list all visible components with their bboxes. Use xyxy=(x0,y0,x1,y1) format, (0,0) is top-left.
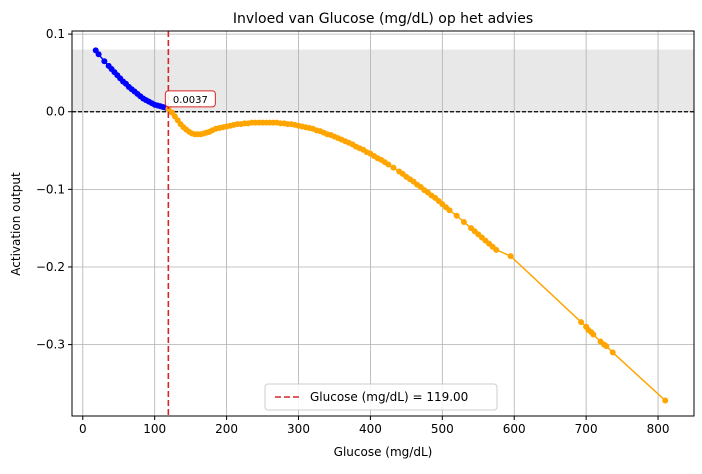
data-point xyxy=(385,161,392,168)
series-line-1 xyxy=(167,108,666,402)
x-tick-label: 500 xyxy=(431,422,454,436)
y-tick-label: −0.3 xyxy=(36,338,65,352)
y-tick-label: 0.1 xyxy=(46,27,65,41)
x-tick-label: 700 xyxy=(575,422,598,436)
data-point xyxy=(662,397,669,404)
data-point xyxy=(590,331,597,338)
data-point xyxy=(95,51,102,58)
y-tick-label: −0.1 xyxy=(36,182,65,196)
data-point xyxy=(460,218,467,225)
x-axis-label: Glucose (mg/dL) xyxy=(334,445,433,459)
data-point xyxy=(101,58,108,65)
value-annotation: 0.0037 xyxy=(164,90,216,108)
data-point xyxy=(453,212,460,219)
annotation-label: 0.0037 xyxy=(173,95,208,106)
chart-title: Invloed van Glucose (mg/dL) op het advie… xyxy=(233,11,533,27)
data-point xyxy=(493,246,500,253)
plot-area: 0.0037 0 100 200 300 400 500 600 700 800 0.1 0.0 −0.… xyxy=(36,27,695,436)
x-tick-label: 200 xyxy=(215,422,238,436)
x-tick-label: 400 xyxy=(359,422,382,436)
data-point xyxy=(609,349,616,356)
data-point xyxy=(390,164,397,171)
x-tick-label: 800 xyxy=(647,422,670,436)
x-tick-label: 0 xyxy=(79,422,87,436)
data-point xyxy=(446,207,453,214)
data-point xyxy=(507,253,514,260)
y-tick-label: 0.0 xyxy=(46,105,65,119)
legend-label: Glucose (mg/dL) = 119.00 xyxy=(310,390,468,404)
axes-frame xyxy=(71,30,695,417)
legend-box xyxy=(264,383,498,411)
data-point xyxy=(603,343,610,350)
x-tick-label: 100 xyxy=(143,422,166,436)
data-point xyxy=(578,319,585,326)
x-tick-label: 300 xyxy=(287,422,310,436)
annotation-box xyxy=(164,90,216,108)
y-axis-label: Activation output xyxy=(9,172,23,276)
x-tick-label: 600 xyxy=(503,422,526,436)
y-tick-label: −0.2 xyxy=(36,260,65,274)
legend: Glucose (mg/dL) = 119.00 xyxy=(264,383,498,411)
